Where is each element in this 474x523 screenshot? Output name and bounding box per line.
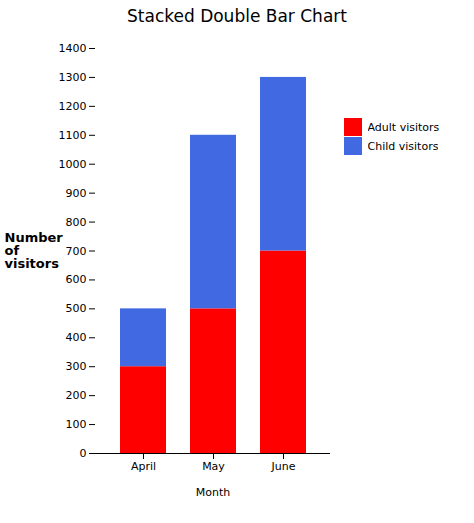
svg-text:600: 600 (66, 273, 87, 286)
html-text:Stacked Double Bar Chart: Stacked Double Bar Chart (127, 6, 347, 26)
html-text:Adult visitors: Adult visitors (367, 120, 440, 134)
svg-text:100: 100 (66, 418, 87, 431)
svg-text:800: 800 (66, 216, 87, 229)
svg-text:May: May (202, 460, 225, 473)
svg-text:900: 900 (66, 187, 87, 200)
svg-text:1200: 1200 (59, 100, 87, 113)
svg-text:400: 400 (66, 331, 87, 344)
svg-text:500: 500 (66, 302, 87, 315)
svg-text:1100: 1100 (59, 129, 87, 142)
svg-text:300: 300 (66, 360, 87, 373)
svg-text:April: April (131, 460, 156, 473)
svg-text:Numberofvisitors: Numberofvisitors (5, 230, 64, 271)
svg-text:700: 700 (66, 245, 87, 258)
svg-text:June: June (271, 460, 296, 473)
svg-text:1000: 1000 (59, 158, 87, 171)
svg-text:1300: 1300 (59, 71, 87, 84)
svg-text:200: 200 (66, 389, 87, 402)
html-text:Child visitors: Child visitors (367, 139, 439, 153)
svg-text:0: 0 (80, 447, 87, 460)
svg-text:1400: 1400 (59, 42, 87, 55)
svg-text:Month: Month (196, 486, 231, 499)
